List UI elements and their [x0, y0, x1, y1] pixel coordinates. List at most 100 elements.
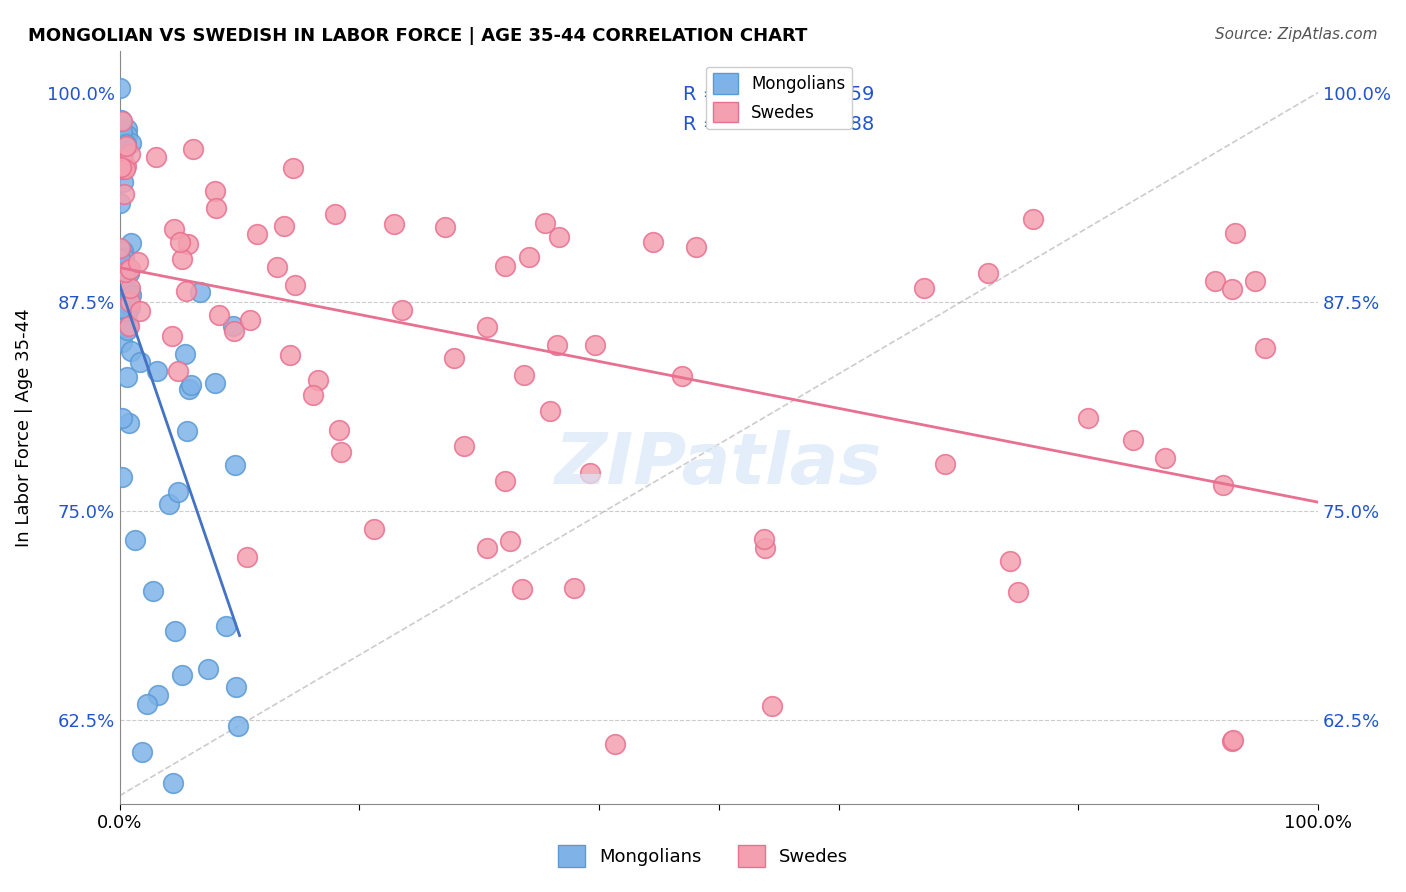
Point	[112, 251, 135, 265]
Point	[754, 541, 776, 556]
Point	[180, 378, 202, 392]
Point	[110, 161, 132, 175]
Point	[115, 323, 138, 337]
Point	[146, 363, 169, 377]
Point	[761, 699, 783, 714]
Point	[225, 680, 247, 694]
Point	[235, 550, 257, 565]
Point	[114, 265, 136, 279]
Point	[120, 136, 142, 151]
Point	[167, 364, 190, 378]
Point	[115, 136, 138, 151]
Point	[179, 383, 201, 397]
Text: R = 0.094    N = 59: R = 0.094 N = 59	[683, 85, 875, 103]
Point	[115, 128, 138, 143]
Y-axis label: In Labor Force | Age 35-44: In Labor Force | Age 35-44	[15, 308, 32, 547]
Point	[499, 533, 522, 548]
Point	[1212, 478, 1234, 492]
Point	[1220, 733, 1243, 747]
Point	[323, 206, 346, 220]
Point	[120, 262, 142, 277]
Point	[197, 662, 219, 676]
Point	[118, 147, 141, 161]
Point	[112, 186, 135, 201]
Point	[226, 719, 249, 733]
Text: ZIPatlas: ZIPatlas	[555, 431, 883, 500]
Point	[120, 287, 142, 301]
Point	[1254, 341, 1277, 355]
Point	[330, 445, 353, 459]
Point	[494, 475, 516, 489]
Point	[1022, 212, 1045, 227]
Point	[934, 457, 956, 471]
Point	[1204, 274, 1226, 288]
Point	[115, 369, 138, 384]
Point	[546, 338, 568, 352]
Point	[519, 250, 541, 264]
Point	[477, 319, 499, 334]
Point	[112, 244, 135, 258]
Point	[174, 284, 197, 298]
Point	[112, 252, 135, 267]
Point	[671, 368, 693, 383]
Point	[118, 285, 141, 299]
Text: MONGOLIAN VS SWEDISH IN LABOR FORCE | AGE 35-44 CORRELATION CHART: MONGOLIAN VS SWEDISH IN LABOR FORCE | AG…	[28, 27, 807, 45]
Point	[1244, 274, 1267, 288]
Point	[110, 112, 132, 127]
Point	[111, 470, 134, 484]
Point	[1007, 585, 1029, 599]
Point	[118, 416, 141, 430]
Point	[120, 295, 142, 310]
Point	[1153, 451, 1175, 466]
Point	[129, 304, 152, 318]
Point	[115, 159, 138, 173]
Point	[534, 215, 557, 229]
Point	[208, 308, 231, 322]
Text: Source: ZipAtlas.com: Source: ZipAtlas.com	[1215, 27, 1378, 42]
Point	[131, 745, 153, 759]
Point	[172, 667, 194, 681]
Point	[112, 147, 135, 161]
Point	[111, 335, 134, 350]
Point	[224, 458, 246, 473]
Point	[181, 142, 204, 156]
Point	[603, 737, 626, 751]
Point	[188, 285, 211, 299]
Point	[1122, 433, 1144, 447]
Point	[284, 277, 307, 292]
Point	[169, 235, 191, 249]
Point	[115, 121, 138, 136]
Point	[382, 217, 405, 231]
Point	[1000, 554, 1022, 568]
Legend: Mongolians, Swedes: Mongolians, Swedes	[550, 838, 856, 874]
Point	[266, 260, 288, 274]
Point	[108, 241, 131, 255]
Point	[160, 328, 183, 343]
Point	[513, 368, 536, 383]
Point	[111, 125, 134, 139]
Point	[328, 423, 350, 437]
Point	[583, 337, 606, 351]
Point	[215, 619, 238, 633]
Point	[117, 318, 139, 332]
Point	[124, 533, 146, 547]
Point	[108, 80, 131, 95]
Point	[111, 244, 134, 258]
Point	[115, 307, 138, 321]
Point	[111, 411, 134, 425]
Point	[443, 351, 465, 365]
Point	[363, 523, 385, 537]
Point	[114, 320, 136, 334]
Legend: Mongolians, Swedes: Mongolians, Swedes	[706, 67, 852, 128]
Point	[433, 220, 456, 235]
Point	[494, 260, 516, 274]
Point	[165, 624, 187, 638]
Point	[1220, 282, 1243, 296]
Point	[110, 195, 132, 210]
Point	[579, 466, 602, 480]
Point	[120, 281, 142, 295]
Point	[1077, 411, 1099, 425]
Point	[475, 541, 498, 555]
Point	[157, 497, 180, 511]
Point	[162, 776, 184, 790]
